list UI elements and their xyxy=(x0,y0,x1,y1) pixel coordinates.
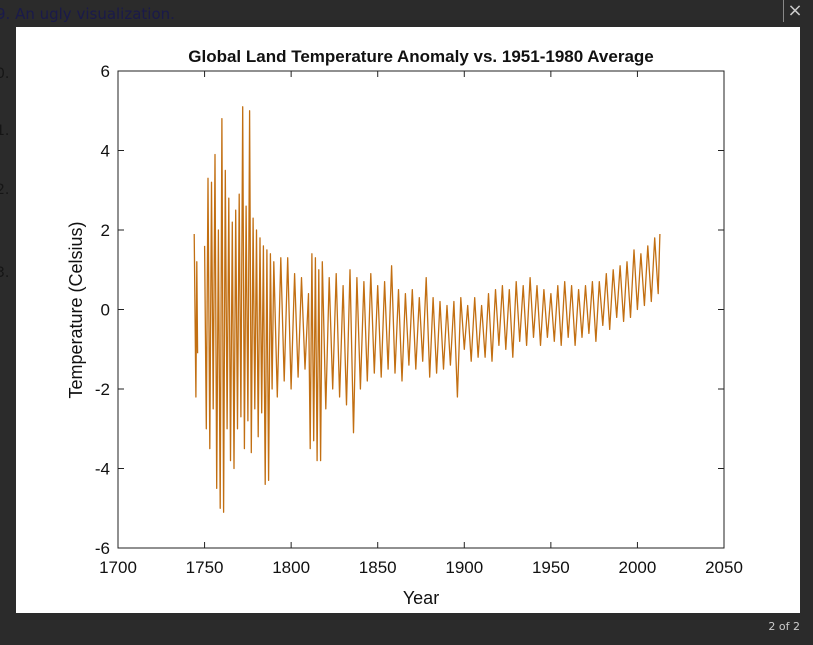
y-tick-label: -6 xyxy=(95,539,110,558)
x-tick-label: 2000 xyxy=(619,558,657,577)
y-tick-label: 0 xyxy=(101,301,110,320)
y-tick-label: -4 xyxy=(95,460,110,479)
x-tick-label: 1950 xyxy=(532,558,570,577)
x-tick-label: 2050 xyxy=(705,558,743,577)
x-tick-label: 1750 xyxy=(186,558,224,577)
temperature-series-line-0 xyxy=(193,233,199,398)
list-number: 3. xyxy=(0,265,10,281)
x-tick-label: 1900 xyxy=(445,558,483,577)
list-number: 2. xyxy=(0,182,10,198)
plot-area-border xyxy=(117,70,725,549)
chart-title: Global Land Temperature Anomaly vs. 1951… xyxy=(188,47,653,66)
background-caption-link[interactable]: 9. An ugly visualization. xyxy=(0,5,175,23)
x-tick-label: 1800 xyxy=(272,558,310,577)
list-number: 1. xyxy=(0,123,10,139)
lightbox-image xyxy=(16,27,800,613)
y-tick-label: 2 xyxy=(101,221,110,240)
x-axis-label: Year xyxy=(403,588,439,608)
temperature-series-line-1 xyxy=(203,106,661,513)
x-tick-label: 1700 xyxy=(99,558,137,577)
x-tick-label: 1850 xyxy=(359,558,397,577)
y-tick-label: 4 xyxy=(101,142,110,161)
y-tick-label: -2 xyxy=(95,380,110,399)
list-number: 0. xyxy=(0,66,10,82)
image-counter: 2 of 2 xyxy=(768,620,800,633)
close-icon[interactable]: × xyxy=(783,0,806,22)
y-tick-label: 6 xyxy=(101,62,110,81)
y-axis-label: Temperature (Celsius) xyxy=(66,221,86,398)
